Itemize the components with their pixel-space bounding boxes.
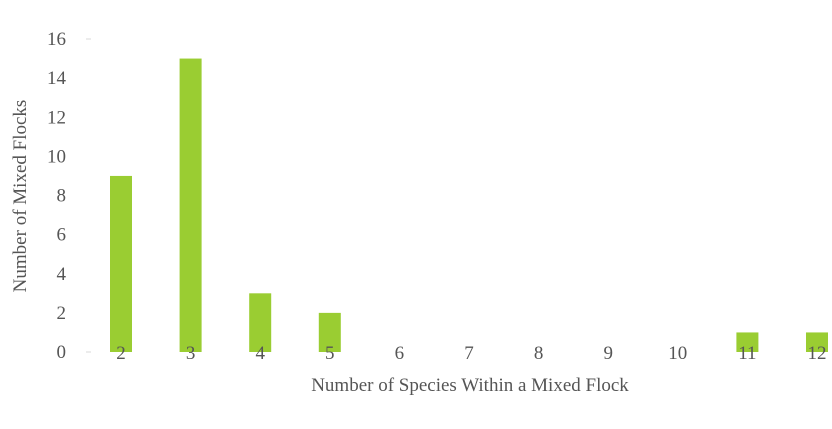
y-axis-title: Number of Mixed Flocks (10, 100, 31, 293)
x-tick-label: 4 (255, 343, 265, 364)
bar-11 (736, 332, 759, 352)
x-axis: 2 3 4 5 6 7 8 9 10 11 12 (116, 343, 826, 364)
x-tick-label: 12 (808, 343, 827, 364)
bar-12 (806, 332, 828, 352)
y-tick-label: 8 (57, 186, 67, 207)
x-tick-label: 3 (186, 343, 196, 364)
y-tick-label: 16 (47, 29, 66, 50)
x-tick-label: 6 (395, 343, 405, 364)
y-tick-label: 6 (57, 225, 67, 246)
y-tick-label: 14 (47, 68, 67, 89)
x-tick-label: 9 (603, 343, 613, 364)
bar-4 (249, 293, 272, 352)
x-tick-label: 11 (738, 343, 756, 364)
y-tick-label: 12 (47, 107, 66, 128)
x-tick-label: 2 (116, 343, 126, 364)
x-tick-label: 8 (534, 343, 544, 364)
x-tick-label: 7 (464, 343, 474, 364)
y-axis: 0 2 4 6 8 10 12 14 16 (47, 29, 91, 363)
bar-3 (179, 58, 202, 352)
y-tick-label: 0 (57, 342, 67, 363)
x-tick-label: 5 (325, 343, 335, 364)
y-tick-label: 10 (47, 146, 66, 167)
x-axis-title: Number of Species Within a Mixed Flock (311, 375, 629, 396)
y-tick-label: 4 (57, 264, 67, 285)
y-tick-label: 2 (57, 303, 67, 324)
bars (110, 58, 828, 352)
bar-5 (318, 312, 341, 352)
bar-2 (110, 175, 132, 352)
x-tick-label: 10 (668, 343, 687, 364)
